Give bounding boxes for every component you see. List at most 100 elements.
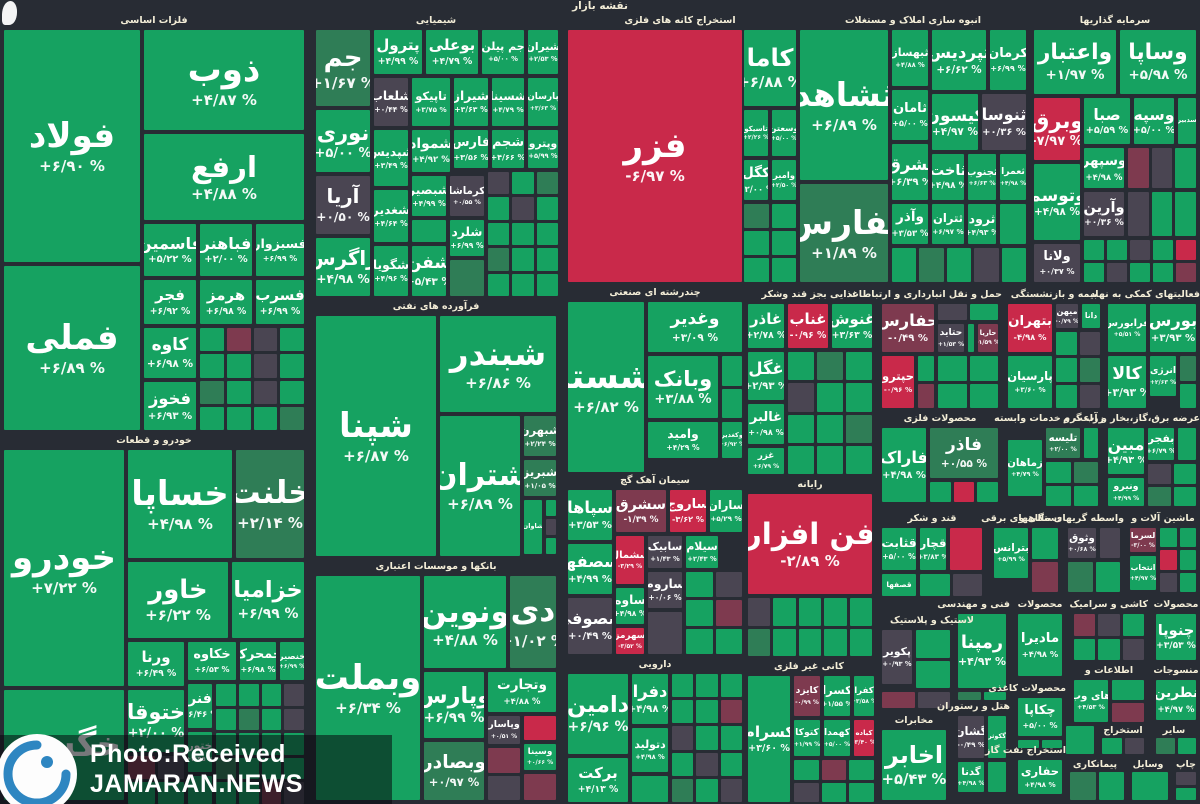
stock-tile-small[interactable] [238,684,259,706]
stock-tile[interactable]: هرمز +۶/۹۸ % [200,280,252,324]
stock-tile[interactable]: شتران +۶/۸۹ % [440,416,520,556]
stock-tile-small[interactable] [1122,638,1144,660]
stock-tile[interactable]: کیسون+۴/۹۷ % [932,94,978,150]
stock-tile-small[interactable] [686,600,713,626]
stock-tile[interactable]: فرابورس +۵/۵۱ % [1108,304,1146,352]
stock-tile-small[interactable] [1179,572,1196,592]
stock-tile[interactable]: شمواد +۴/۹۲ % [412,130,450,172]
stock-tile-small[interactable] [226,328,251,352]
stock-tile-small[interactable] [546,538,556,554]
stock-tile[interactable]: وساپا +۵/۹۸ % [1120,30,1196,94]
stock-tile[interactable]: سابیک +۱/۴۳ % [648,536,682,568]
stock-tile[interactable]: فاسمین+۵/۲۲ % [144,224,196,276]
stock-tile-small[interactable] [744,231,769,255]
stock-tile[interactable]: ارفع +۴/۸۸ % [144,134,304,220]
stock-tile-small[interactable] [824,628,847,656]
stock-tile-small[interactable] [200,406,224,430]
stock-tile-small[interactable] [672,726,694,750]
stock-tile-small[interactable] [1084,262,1104,282]
stock-tile[interactable]: وسپه +۵/۰۰ % [1134,98,1174,144]
stock-tile[interactable]: سشمال -۳/۲۹ % [616,536,644,584]
stock-tile-small[interactable] [1128,148,1149,188]
stock-tile[interactable]: ثامان +۵/۰۰ % [892,90,928,140]
stock-tile[interactable]: دی+۱/۰۲ % [510,576,556,668]
stock-tile-small[interactable] [1102,738,1122,754]
stock-tile[interactable]: وپارس+۶/۹۹ % [424,672,484,738]
stock-tile-small[interactable] [1046,462,1071,483]
stock-tile[interactable]: خکاوه +۶/۵۳ % [188,642,236,680]
stock-tile[interactable]: شستا+۶/۸۲ % [568,302,644,472]
stock-tile[interactable]: خاور +۶/۲۲ % [128,562,228,638]
stock-tile-small[interactable] [226,354,251,378]
stock-tile[interactable]: ثعمرا +۴/۹۸ % [1000,154,1026,200]
stock-tile-small[interactable] [1084,240,1104,260]
stock-tile-small[interactable] [1032,561,1058,592]
stock-tile[interactable]: ساروج -۳/۶۲ % [670,490,706,532]
stock-tile-small[interactable] [720,752,742,776]
stock-tile-small[interactable] [788,383,814,412]
stock-tile[interactable]: بفجر +۶/۷۹ % [1148,428,1174,460]
stock-tile-small[interactable] [821,760,847,780]
stock-tile-small[interactable] [1084,428,1098,458]
stock-tile-small[interactable] [1095,562,1120,592]
stock-tile-small[interactable] [512,273,534,296]
stock-tile-small[interactable] [1132,772,1168,800]
stock-tile-small[interactable] [817,414,843,443]
stock-tile-small[interactable] [1151,192,1173,236]
stock-tile[interactable]: وثوق +۰/۶۸ % [1068,528,1096,558]
stock-tile-small[interactable] [648,612,682,654]
stock-tile[interactable]: ونوین +۴/۸۸ % [424,576,506,668]
stock-tile-small[interactable] [1130,240,1150,260]
stock-tile-small[interactable] [824,598,847,626]
stock-tile[interactable]: گدنا +۴/۹۸ % [958,762,984,792]
stock-tile-small[interactable] [238,708,259,731]
stock-tile-small[interactable] [672,778,694,802]
stock-tile-small[interactable] [1107,262,1127,282]
stock-tile-small[interactable] [1079,384,1100,408]
stock-tile[interactable]: میهن -۰/۷۹ % [1056,304,1078,328]
stock-tile[interactable]: شبریز +۱/۰۵ % [524,460,556,496]
stock-tile[interactable]: صبا +۵/۵۹ % [1084,98,1130,144]
stock-tile[interactable]: تاپیکو +۳/۷۵ % [412,78,450,126]
stock-tile-small[interactable] [536,248,558,271]
stock-tile-small[interactable] [536,273,558,296]
stock-tile-small[interactable] [946,248,972,282]
stock-tile[interactable]: تاسیکو +۲/۲۶ % [744,110,768,156]
stock-tile[interactable]: بترانس +۵/۹۹ % [994,528,1028,578]
stock-tile[interactable]: چکاپا +۵/۰۰ % [1018,698,1062,736]
stock-tile[interactable]: دامین +۶/۹۶ % [568,674,628,754]
stock-tile-small[interactable] [546,500,556,516]
stock-tile[interactable]: اخابر +۵/۴۳ % [882,730,946,800]
stock-tile[interactable]: خمحرک+۶/۹۸ % [240,642,276,680]
stock-tile-small[interactable] [744,204,769,228]
stock-tile-small[interactable] [1018,740,1039,748]
stock-tile[interactable]: بورس +۳/۹۳ % [1150,304,1196,352]
stock-tile-small[interactable] [771,258,796,282]
stock-tile[interactable]: ثاخت +۴/۹۸ % [932,154,964,200]
stock-tile[interactable]: حاریا -۱/۵۹ % [978,324,998,352]
stock-tile-small[interactable] [696,778,718,802]
stock-tile-small[interactable] [969,356,998,381]
stock-tile-small[interactable] [817,352,843,381]
stock-tile[interactable]: فاذر +۰/۵۵ % [930,428,998,478]
stock-tile-small[interactable] [715,572,742,598]
stock-tile-small[interactable] [1070,772,1096,800]
stock-tile-small[interactable] [1160,572,1177,592]
stock-tile[interactable]: خودرو +۷/۲۲ % [4,450,124,686]
stock-tile[interactable]: سدبیر [1178,98,1196,144]
stock-tile[interactable]: کفرا +۳/۵۸ % [854,676,874,716]
stock-tile[interactable]: وسپهر +۴/۹۸ % [1084,148,1124,188]
stock-tile[interactable]: شپدیس +۳/۴۹ % [374,130,408,186]
stock-tile-small[interactable] [253,328,278,352]
stock-tile-small[interactable] [794,782,819,802]
stock-tile-small[interactable] [1056,358,1077,382]
stock-tile-small[interactable] [1056,384,1077,408]
stock-tile[interactable]: فخوز +۶/۹۳ % [144,382,196,430]
stock-tile-small[interactable] [512,197,534,220]
stock-tile-small[interactable] [722,356,742,386]
stock-tile[interactable]: شجم +۴/۶۶ % [492,130,524,168]
stock-tile-small[interactable] [672,752,694,776]
stock-tile[interactable]: چنوپا +۳/۵۳ % [1156,614,1196,660]
stock-tile-small[interactable] [1100,528,1120,558]
stock-tile-small[interactable] [280,380,304,404]
